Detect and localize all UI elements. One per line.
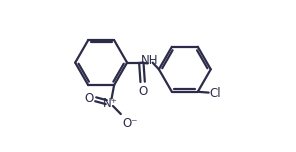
Text: O: O	[138, 85, 147, 98]
Text: O: O	[84, 92, 93, 105]
Text: O⁻: O⁻	[122, 117, 137, 130]
Text: NH: NH	[141, 54, 159, 67]
Text: N⁺: N⁺	[102, 97, 118, 110]
Text: Cl: Cl	[210, 87, 221, 100]
